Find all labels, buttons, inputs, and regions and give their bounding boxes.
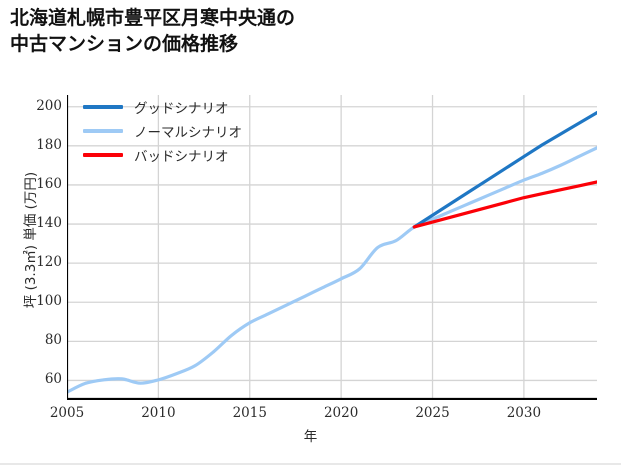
y-tick-label: 100 <box>36 293 62 310</box>
x-tick-label: 2015 <box>232 405 267 421</box>
legend-label-bad: バッドシナリオ <box>134 149 229 165</box>
y-axis-ticks: 60 80 100 120 140 160 180 200 <box>26 95 62 400</box>
chart-legend: グッドシナリオ ノーマルシナリオ バッドシナリオ <box>77 90 319 173</box>
legend-item-bad[interactable]: バッドシナリオ <box>83 143 313 167</box>
y-tick-label: 80 <box>44 332 62 349</box>
x-axis-title: 年 <box>303 429 318 445</box>
legend-item-good[interactable]: グッドシナリオ <box>83 95 313 119</box>
y-tick-label: 160 <box>36 175 62 192</box>
legend-label-good: グッドシナリオ <box>134 101 229 117</box>
legend-swatch-good <box>83 105 123 109</box>
x-tick-label: 2025 <box>415 405 450 421</box>
series-line <box>412 180 597 229</box>
y-tick-label: 140 <box>36 215 62 232</box>
x-tick-label: 2010 <box>141 405 176 421</box>
plot-area <box>67 95 597 400</box>
plot-svg <box>67 95 597 400</box>
legend-label-normal: ノーマルシナリオ <box>134 125 242 141</box>
series-line <box>412 111 597 229</box>
legend-item-normal[interactable]: ノーマルシナリオ <box>83 119 313 143</box>
legend-swatch-bad <box>83 153 123 157</box>
chart-title: 北海道札幌市豊平区月寒中央通の 中古マンションの価格推移 <box>10 8 296 56</box>
y-tick-label: 180 <box>36 136 62 153</box>
grid-lines <box>67 95 597 400</box>
y-tick-label: 200 <box>36 97 62 114</box>
x-tick-label: 2030 <box>506 405 542 421</box>
x-axis-ticks: 2005 2010 2015 2020 2025 2030 <box>50 405 597 425</box>
x-tick-label: 2005 <box>49 405 85 421</box>
y-tick-label: 120 <box>36 254 62 271</box>
y-axis-title: 坪 (3.3㎡) 単価 (万円) <box>23 171 39 309</box>
x-tick-label: 2020 <box>323 405 359 421</box>
y-tick-label: 60 <box>44 371 62 388</box>
series-lines <box>67 111 597 394</box>
legend-swatch-normal <box>83 129 123 133</box>
series-line <box>67 146 597 394</box>
